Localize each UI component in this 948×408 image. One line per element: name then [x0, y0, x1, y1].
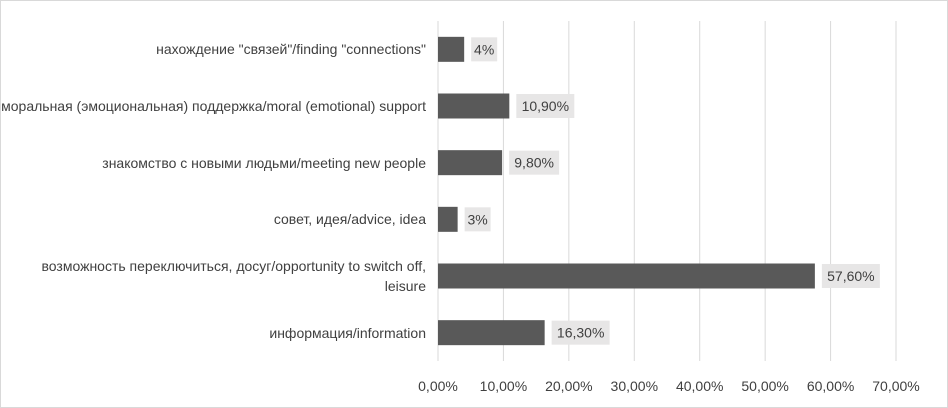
data-label: 3% [468, 211, 488, 227]
data-labels: 4% 10,90% 9,80% 3% 57,60% 16,30% [464, 37, 880, 345]
category-label: информация/information [269, 324, 426, 341]
bar [438, 150, 503, 176]
data-label: 57,60% [827, 268, 874, 284]
x-tick-label: 60,00% [807, 378, 854, 394]
x-tick-label: 10,00% [480, 378, 527, 394]
gridlines [437, 21, 897, 361]
category-label: нахождение "связей"/finding "connections… [156, 41, 426, 58]
data-label-background [471, 37, 498, 62]
x-tick-label: 50,00% [741, 378, 788, 394]
x-tick-label: 30,00% [611, 378, 658, 394]
data-label-background [551, 320, 610, 345]
x-tick-label: 20,00% [545, 378, 592, 394]
category-label: моральная (эмоциональная) поддержка/mora… [1, 98, 426, 114]
data-label-background [509, 150, 560, 175]
data-label: 9,80% [514, 155, 554, 171]
bar [438, 206, 458, 232]
category-label: знакомство с новыми людьми/meeting new p… [102, 154, 426, 171]
data-label: 10,90% [522, 98, 569, 114]
bar [438, 263, 815, 289]
bars [438, 36, 815, 346]
x-tick-label: 70,00% [872, 378, 919, 394]
category-label: возможность переключиться, досуг/opportu… [41, 258, 427, 294]
category-label: совет, идея/advice, idea [273, 211, 426, 228]
bar [438, 93, 510, 119]
data-label-background [464, 207, 491, 232]
data-label: 16,30% [557, 325, 604, 341]
x-tick-label: 0,00% [418, 378, 458, 394]
data-label-background [821, 264, 880, 288]
data-label: 4% [474, 41, 494, 57]
data-label-background [516, 94, 575, 118]
bar [438, 320, 545, 346]
x-axis-ticks: 0,00% 10,00% 20,00% 30,00% 40,00% 50,00% 60,00… [418, 378, 920, 394]
bar [438, 36, 465, 62]
x-tick-label: 40,00% [676, 378, 723, 394]
